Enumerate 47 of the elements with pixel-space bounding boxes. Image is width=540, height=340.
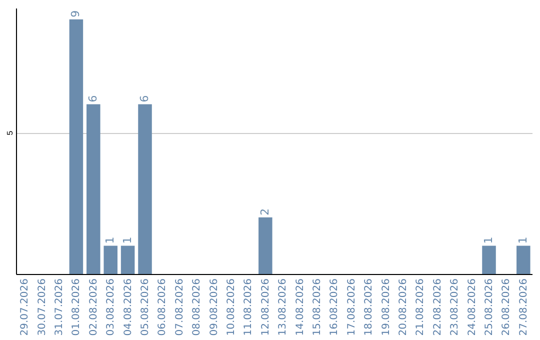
x-tick-label: 06.08.2026 [157,278,168,336]
x-tick-label: 03.08.2026 [106,278,117,336]
bar [138,104,152,274]
x-tick-label: 20.08.2026 [398,278,409,336]
x-tick-label: 25.08.2026 [484,278,495,336]
x-tick-label: 08.08.2026 [192,278,203,336]
x-tick-label: 22.08.2026 [432,278,444,336]
x-tick-label: 27.08.2026 [518,278,530,336]
data-label: 9 [69,10,82,18]
bar [482,246,496,274]
data-label: 1 [516,236,530,244]
x-tick-label: 24.08.2026 [466,278,478,336]
x-tick-label: 14.08.2026 [294,278,306,336]
x-tick-label: 21.08.2026 [415,278,426,336]
x-tick-label: 26.08.2026 [501,278,512,336]
data-label: 2 [258,208,272,216]
y-tick-label: 5 [6,130,14,136]
x-tick-label: 11.08.2026 [243,278,254,336]
x-tick-label: 18.08.2026 [364,278,375,336]
x-tick-label: 13.08.2026 [278,278,289,336]
bar [516,246,530,274]
data-label: 1 [104,236,117,244]
data-label: 1 [120,236,134,244]
x-tick-label: 05.08.2026 [140,278,151,336]
data-label: 6 [86,95,100,102]
x-tick-label: 04.08.2026 [122,278,134,336]
x-tick-label: 01.08.2026 [71,278,82,336]
x-tick-label: 07.08.2026 [174,278,186,336]
bar [120,246,135,274]
x-tick-label: 30.07.2026 [36,278,48,336]
x-tick-label: 16.08.2026 [329,278,340,336]
x-tick-label: 31.07.2026 [54,278,65,336]
x-tick-label: 19.08.2026 [380,278,392,336]
x-tick-label: 09.08.2026 [208,278,220,336]
bar [258,217,272,274]
data-label: 6 [138,95,151,102]
x-tick-label: 23.08.2026 [450,278,461,336]
x-tick-label: 02.08.2026 [88,278,100,336]
bar [69,19,84,274]
bar [86,104,100,274]
x-tick-label: 10.08.2026 [226,278,237,336]
x-tick-label: 15.08.2026 [312,278,323,336]
x-tick-label: 29.07.2026 [20,278,31,336]
bar [104,246,118,274]
x-tick-label: 17.08.2026 [346,278,358,336]
data-label: 1 [482,236,495,244]
x-tick-label: 12.08.2026 [260,278,272,336]
